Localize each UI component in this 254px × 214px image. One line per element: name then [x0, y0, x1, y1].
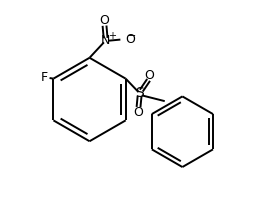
Text: S: S: [135, 86, 144, 100]
Text: O: O: [100, 14, 109, 27]
Text: O: O: [134, 106, 144, 119]
Text: N: N: [101, 34, 110, 47]
Text: O: O: [145, 69, 155, 82]
Text: F: F: [41, 71, 48, 84]
Text: +: +: [108, 31, 116, 41]
Text: O: O: [125, 33, 135, 46]
Text: −: −: [127, 31, 137, 41]
